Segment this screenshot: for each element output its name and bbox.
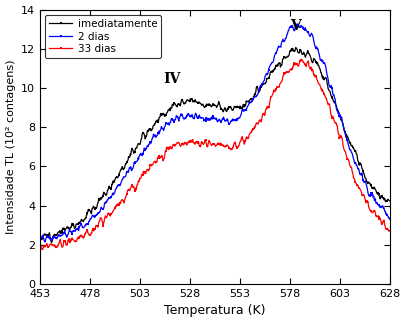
imediatamente: [38, 235, 43, 239]
33 dias: [386, 229, 391, 233]
imediatamente: [292, 46, 297, 49]
33 dias: [298, 57, 303, 61]
imediatamente: [49, 241, 54, 245]
2 dias: [38, 238, 43, 242]
imediatamente: [241, 103, 245, 107]
imediatamente: [60, 232, 64, 235]
33 dias: [303, 65, 308, 68]
2 dias: [294, 22, 299, 26]
imediatamente: [339, 119, 344, 123]
2 dias: [43, 240, 47, 244]
33 dias: [38, 242, 43, 246]
imediatamente: [386, 199, 391, 203]
33 dias: [241, 139, 245, 143]
imediatamente: [303, 53, 308, 57]
2 dias: [339, 119, 344, 123]
Line: 2 dias: 2 dias: [38, 23, 390, 243]
33 dias: [339, 136, 344, 140]
33 dias: [60, 245, 64, 249]
imediatamente: [250, 97, 255, 101]
Legend: imediatamente, 2 dias, 33 dias: imediatamente, 2 dias, 33 dias: [45, 15, 161, 58]
Line: 33 dias: 33 dias: [38, 58, 390, 251]
33 dias: [250, 127, 255, 131]
Text: IV: IV: [163, 72, 180, 86]
imediatamente: [260, 82, 265, 86]
Line: imediatamente: imediatamente: [38, 46, 390, 244]
2 dias: [250, 98, 255, 101]
2 dias: [303, 28, 308, 32]
2 dias: [260, 79, 265, 83]
2 dias: [386, 217, 391, 221]
33 dias: [260, 111, 265, 115]
2 dias: [241, 109, 245, 113]
Text: V: V: [290, 19, 301, 33]
33 dias: [40, 248, 45, 252]
Y-axis label: Intensidade TL (10² contagens): Intensidade TL (10² contagens): [6, 59, 15, 234]
2 dias: [60, 233, 64, 237]
X-axis label: Temperatura (K): Temperatura (K): [164, 305, 265, 318]
